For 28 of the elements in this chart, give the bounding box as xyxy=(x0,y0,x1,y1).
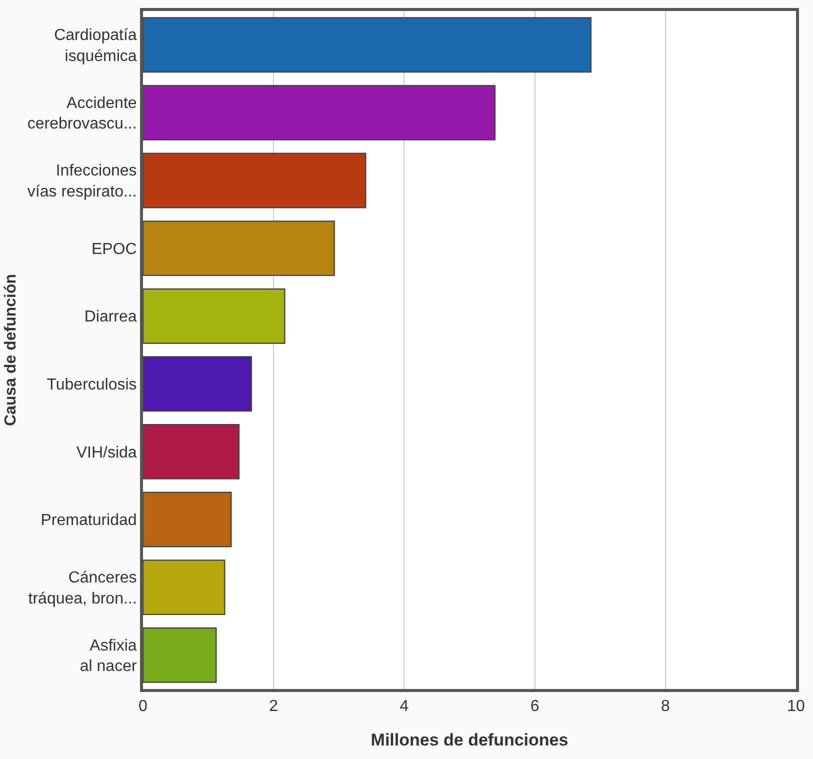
x-tick-label: 10 xyxy=(787,698,805,716)
y-tick-label: Diarrea xyxy=(84,308,137,326)
y-axis-title: Causa de defunción xyxy=(2,274,20,426)
x-axis-title: Millones de defunciones xyxy=(370,730,568,750)
bar xyxy=(143,627,217,683)
x-tick-label: 8 xyxy=(660,698,670,716)
y-tick-label: Asfixia al nacer xyxy=(80,637,138,676)
y-tick-label: EPOC xyxy=(91,240,137,258)
y-tick-label: Cardiopatía isquémica xyxy=(54,27,137,65)
bar xyxy=(143,288,286,344)
bar xyxy=(143,84,496,140)
x-tick-label: 6 xyxy=(530,698,540,716)
y-tick-label: Prematuridad xyxy=(40,512,137,530)
bar xyxy=(143,152,366,208)
bar xyxy=(143,220,335,276)
bar xyxy=(143,492,232,548)
x-tick-label: 2 xyxy=(269,698,278,716)
y-tick-label: Cánceres tráquea, bron... xyxy=(28,570,137,608)
y-tick-label: VIH/sida xyxy=(76,444,137,462)
y-tick-label: Accidente cerebrovascu... xyxy=(27,94,137,133)
y-tick-label: Infecciones vías respirato... xyxy=(27,162,137,200)
bar xyxy=(143,356,252,412)
bar xyxy=(143,560,226,616)
y-tick-label: Tuberculosis xyxy=(46,376,137,394)
bar xyxy=(143,424,240,480)
bar xyxy=(143,17,592,73)
x-tick-label: 4 xyxy=(400,698,409,716)
x-tick-label: 0 xyxy=(138,698,148,716)
